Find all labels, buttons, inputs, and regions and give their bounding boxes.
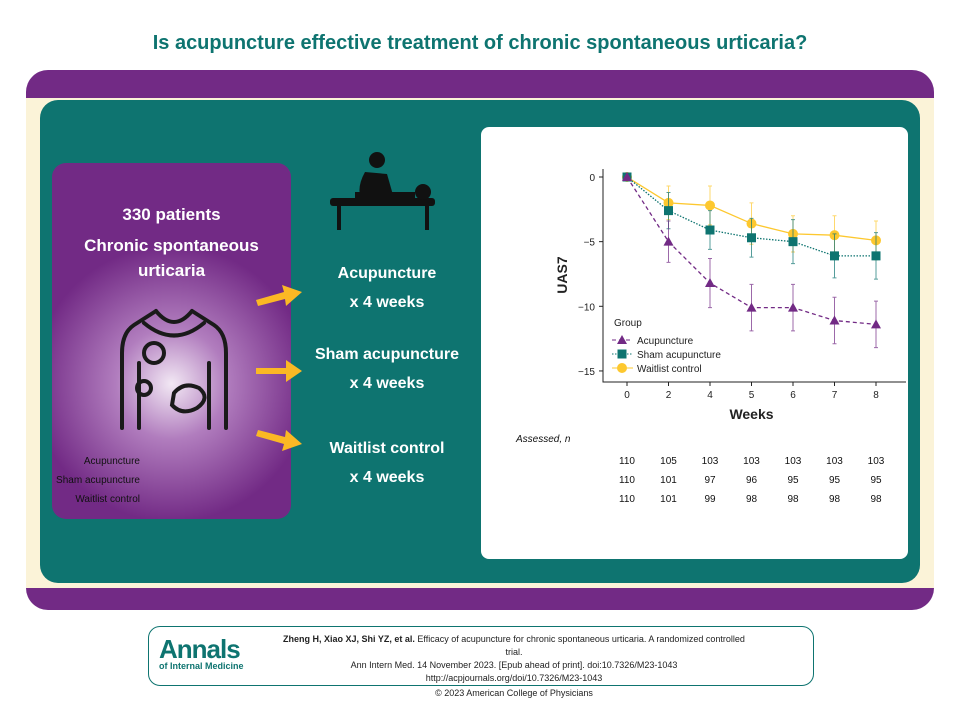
legend-marker-sham-acupuncture: [617, 349, 627, 359]
arrow-icon: [256, 285, 302, 306]
uas7-line-chart: 0 −5 −10 −15 0 2 4 5 6 7 8 Weeks UAS7 Group Acupunctur…: [554, 169, 906, 422]
citation-journal: Ann Intern Med. 14 November 2023. [Epub …: [350, 660, 678, 670]
citation-authors: Zheng H, Xiao XJ, Shi YZ, et al.: [283, 634, 415, 644]
legend-label-acupuncture: Acupuncture: [637, 336, 694, 347]
patient-count: 330 patients: [122, 205, 221, 224]
skin-rash-torso-icon: [120, 309, 228, 430]
acupuncture-point: [663, 236, 674, 246]
assessed-cell: 98: [870, 494, 882, 505]
y-tick-label: −10: [578, 302, 595, 313]
acupuncture-point: [829, 315, 840, 325]
arm-name: Acupuncture: [337, 265, 437, 282]
arm-name: Waitlist control: [329, 440, 445, 457]
assessed-cell: 110: [619, 494, 635, 505]
assessed-cell: 99: [704, 494, 716, 505]
x-tick-label: 0: [624, 390, 630, 401]
assessed-row-label: Sham acupuncture: [56, 475, 140, 486]
x-tick-label: 6: [790, 390, 796, 401]
assessed-cell: 95: [828, 475, 841, 486]
x-tick-label: 5: [749, 390, 755, 401]
assessed-cell: 98: [745, 494, 758, 505]
axis-lines: [602, 169, 906, 383]
legend-marker-acupuncture: [617, 335, 627, 344]
assessed-cell: 103: [743, 456, 760, 467]
citation-text: Zheng H, Xiao XJ, Shi YZ, et al. Efficac…: [279, 633, 749, 700]
x-tick-label: 4: [707, 390, 713, 401]
acupuncture-point: [788, 302, 798, 312]
sham-acupuncture-point: [664, 206, 673, 216]
assessed-cell: 95: [787, 475, 799, 486]
acupuncture-point: [746, 302, 757, 312]
waitlist-control-point: [705, 200, 715, 211]
arm-waitlist: Waitlist control x 4 weeks: [297, 434, 477, 492]
condition: Chronic spontaneous urticaria: [84, 236, 259, 280]
sham-acupuncture-point: [747, 233, 756, 243]
sham-acupuncture-point: [788, 237, 798, 247]
annals-logo: Annals of Internal Medicine: [159, 634, 244, 671]
citation-title: Efficacy of acupuncture for chronic spon…: [417, 634, 745, 657]
legend-marker-waitlist-control: [617, 363, 627, 373]
sham-acupuncture-point: [830, 251, 839, 261]
assessed-cell: 105: [660, 456, 677, 467]
assessed-row-label: Waitlist control: [75, 494, 140, 505]
assessed-cell: 110: [619, 456, 635, 467]
assessed-cell: 110: [619, 475, 635, 486]
x-tick-label: 2: [666, 390, 672, 401]
sham-acupuncture-point: [871, 251, 881, 261]
y-tick-label: −5: [584, 238, 596, 249]
acupuncture-point: [705, 278, 715, 288]
arrow-icon: [256, 430, 302, 451]
assessed-cell: 103: [826, 456, 843, 467]
y-tick-label: −15: [578, 367, 595, 378]
assessed-cell: 95: [870, 475, 882, 486]
x-tick-label: 8: [873, 390, 879, 401]
y-axis-title: UAS7: [554, 256, 570, 294]
logo-subtitle: of Internal Medicine: [159, 661, 244, 671]
arm-sham: Sham acupuncture x 4 weeks: [297, 340, 477, 398]
x-tick-label: 7: [832, 390, 838, 401]
assessed-cell: 103: [867, 456, 885, 467]
page-title: Is acupuncture effective treatment of ch…: [152, 32, 808, 54]
assessed-cell: 101: [660, 475, 677, 486]
arm-acupuncture: Acupuncture x 4 weeks: [297, 259, 477, 317]
arrow-icon: [256, 360, 302, 382]
assessed-cell: 98: [828, 494, 841, 505]
acupuncture-point: [871, 319, 881, 329]
copyright: © 2023 American College of Physicians: [435, 688, 593, 698]
legend-title: Group: [614, 318, 642, 329]
acupuncture-point: [622, 172, 632, 181]
population-card: 330 patients Chronic spontaneous urticar…: [52, 163, 291, 519]
arm-name: Sham acupuncture: [314, 346, 460, 363]
assessed-cell: 96: [745, 475, 758, 486]
citation-url[interactable]: http://acpjournals.org/doi/10.7326/M23-1…: [425, 673, 603, 683]
assessed-cell: 101: [660, 494, 677, 505]
results-panel: 0 −5 −10 −15 0 2 4 5 6 7 8 Weeks UAS7 Group Acupunctur…: [56, 127, 908, 559]
assessed-cell: 98: [787, 494, 799, 505]
legend-label-waitlist-control: Waitlist control: [637, 364, 702, 375]
arm-duration: x 4 weeks: [349, 294, 425, 311]
arm-duration: x 4 weeks: [349, 469, 425, 486]
assessed-cell: 103: [784, 456, 802, 467]
assessed-header: Assessed, n: [516, 434, 571, 445]
assessed-row-label: Acupuncture: [83, 456, 140, 467]
x-axis-title: Weeks: [729, 406, 773, 422]
sham-acupuncture-point: [705, 225, 715, 235]
logo-name: Annals: [159, 634, 241, 664]
assessed-cell: 103: [701, 456, 719, 467]
arm-duration: x 4 weeks: [349, 375, 425, 392]
legend-label-sham-acupuncture: Sham acupuncture: [637, 350, 721, 361]
assessed-cell: 97: [704, 475, 716, 486]
y-tick-label: 0: [589, 173, 595, 184]
citation-box: Annals of Internal Medicine Zheng H, Xiao…: [148, 626, 814, 698]
acupuncture-treatment-icon: [330, 152, 435, 230]
